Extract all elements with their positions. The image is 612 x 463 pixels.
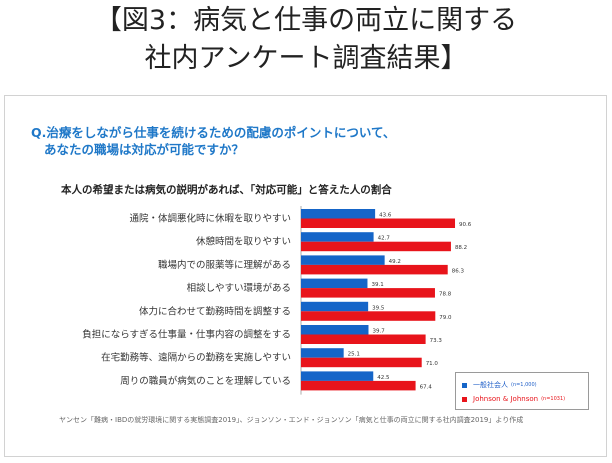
data-label: 39.5 <box>372 305 385 311</box>
data-label: 67.4 <box>420 384 433 390</box>
legend-label-general: 一般社会人 <box>473 381 508 389</box>
data-label: 43.6 <box>379 213 392 219</box>
legend-item-general: 一般社会人 (n=1,000) <box>462 380 537 390</box>
page-title: 【図3：病気と仕事の両立に関する 社内アンケート調査結果】 <box>0 2 612 78</box>
data-label: 49.2 <box>389 259 401 265</box>
legend-label-jnj: Johnson & Johnson <box>473 395 539 403</box>
bar-general <box>301 209 376 219</box>
data-label: 86.3 <box>452 268 465 274</box>
bar-jnj <box>301 334 426 344</box>
data-label: 73.3 <box>430 338 443 344</box>
data-label: 42.5 <box>377 375 390 381</box>
data-label: 78.8 <box>439 292 452 298</box>
data-label: 79.0 <box>439 315 452 321</box>
bar-general <box>301 278 368 289</box>
bar-general <box>301 232 374 242</box>
chart-figure: Q.治療をしながら仕事を続けるための配慮のポイントについて、 あなたの職場は対応… <box>4 95 607 457</box>
legend-swatch-general <box>462 382 467 388</box>
bar-jnj <box>301 357 422 368</box>
bar-general <box>301 325 369 335</box>
data-label: 88.2 <box>455 245 467 251</box>
bar-jnj <box>301 380 416 391</box>
data-label: 71.0 <box>426 361 439 367</box>
question-line1: Q.治療をしながら仕事を続けるための配慮のポイントについて、 <box>31 125 396 140</box>
chart-legend: 一般社会人 (n=1,000) Johnson & Johnson (n=103… <box>455 372 589 410</box>
question-line2: あなたの職場は対応が可能ですか？ <box>44 142 245 157</box>
category-label: 相談しやすい環境がある <box>187 282 291 294</box>
category-label: 休憩時間を取りやすい <box>196 236 291 248</box>
bar-general <box>301 348 344 358</box>
source-note: ヤンセン「難病・IBDの就労環境に関する実態調査2019」、ジョンソン・エンド・… <box>59 416 524 424</box>
data-label: 42.7 <box>378 236 391 242</box>
category-label: 在宅勤務等、遠隔からの勤務を実施しやすい <box>101 352 291 364</box>
category-label: 体力に合わせて勤務時間を調整する <box>139 305 291 317</box>
category-label: 周りの職員が病気のことを理解している <box>120 375 291 387</box>
legend-n-jnj: (n=1031) <box>541 396 566 402</box>
chart-title: 本人の希望または病気の説明があれば、「対応可能」と答えた人の割合 <box>61 184 392 196</box>
bar-jnj <box>301 218 456 228</box>
data-label: 90.6 <box>459 222 472 228</box>
bar-chart: 通院・体調悪化時に休暇を取りやすい 43.6 90.6 休憩時間を取りやすい 42.7 8… <box>82 206 472 395</box>
data-label: 39.1 <box>371 282 383 288</box>
page-title-line2: 社内アンケート調査結果】 <box>144 43 468 74</box>
bar-general <box>301 301 369 312</box>
data-label: 25.1 <box>348 352 360 358</box>
bar-jnj <box>301 264 448 275</box>
bar-jnj <box>301 311 436 321</box>
page-title-line1: 【図3：病気と仕事の両立に関する <box>94 5 518 36</box>
legend-swatch-jnj <box>462 396 467 402</box>
bar-jnj <box>301 241 451 252</box>
bar-jnj <box>301 288 435 298</box>
legend-n-general: (n=1,000) <box>511 382 537 388</box>
question-text: Q.治療をしながら仕事を続けるための配慮のポイントについて、 あなたの職場は対応… <box>31 124 591 158</box>
bar-general <box>301 255 385 265</box>
legend-item-jnj: Johnson & Johnson (n=1031) <box>462 395 565 403</box>
bar-general <box>301 371 374 381</box>
data-label: 39.7 <box>372 329 385 335</box>
category-label: 負担にならすぎる仕事量・仕事内容の調整をする <box>82 329 291 341</box>
category-label: 職場内での服薬等に理解がある <box>158 259 291 271</box>
category-label: 通院・体調悪化時に休暇を取りやすい <box>129 213 291 225</box>
